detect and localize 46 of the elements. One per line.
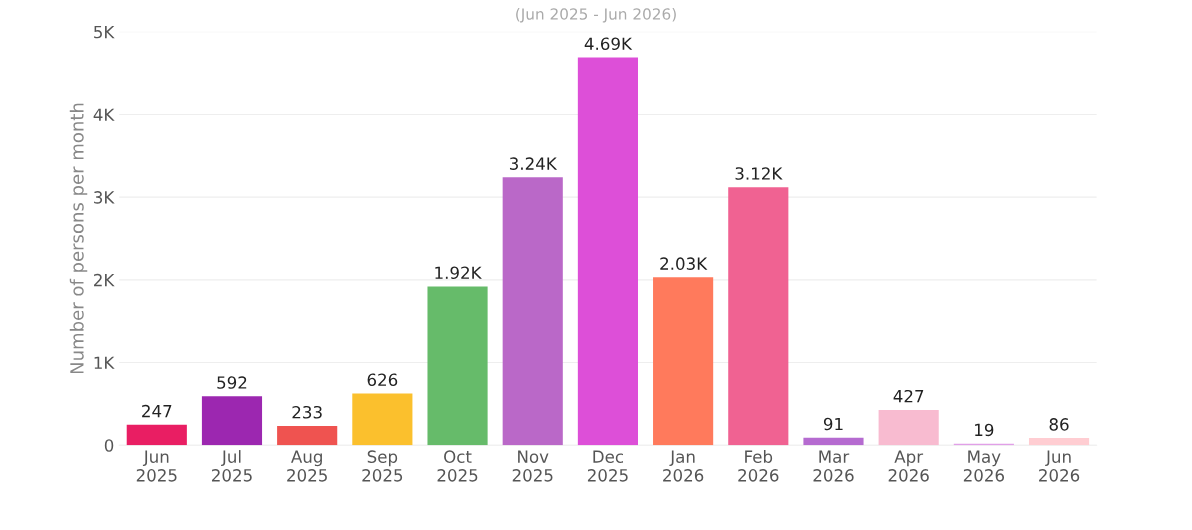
bar [653, 277, 714, 446]
x-tick-label: Jun 2025 [136, 450, 177, 482]
data-label: 427 [893, 389, 924, 403]
data-label: 247 [142, 404, 172, 418]
x-tick-label: Apr 2026 [888, 450, 929, 482]
y-tick-label: 5K [94, 25, 115, 39]
bar [502, 177, 563, 446]
x-tick-label: Jan 2026 [663, 450, 704, 482]
bar [803, 437, 864, 446]
data-label: 3.24K [509, 157, 558, 170]
x-tick-label: Jul 2025 [211, 450, 252, 482]
data-label: 2.03K [660, 257, 708, 270]
x-tick-label: Oct 2025 [437, 450, 478, 482]
y-tick-label: 0 [104, 439, 114, 452]
x-tick-label: Sep 2025 [362, 450, 403, 482]
x-tick-label: Nov 2025 [512, 450, 553, 482]
y-tick-label: 2K [94, 273, 115, 287]
y-tick-label: 1K [94, 356, 115, 369]
data-label: 592 [217, 376, 247, 389]
data-label: 1.92K [435, 266, 482, 280]
bar [201, 396, 263, 446]
y-tick-label: 3K [94, 191, 115, 204]
data-label: 626 [367, 373, 398, 387]
x-tick-label: Feb 2026 [738, 450, 779, 482]
y-tick-label: 4K [93, 108, 115, 121]
bar [427, 286, 488, 446]
bar [577, 57, 638, 446]
bar [1028, 438, 1090, 446]
y-axis-title: Number of persons per month [69, 103, 88, 374]
data-label: 19 [975, 423, 994, 437]
x-tick-label: Jun 2026 [1039, 450, 1080, 482]
bar [878, 409, 939, 446]
data-label: 4.69K [584, 37, 633, 51]
x-tick-label: Dec 2025 [587, 450, 628, 482]
x-tick-label: Aug 2025 [287, 450, 327, 482]
chart-subtitle: (Jun 2025 - Jun 2026) [516, 7, 676, 23]
bar [728, 187, 789, 446]
bar [352, 393, 413, 446]
bar [277, 425, 338, 446]
data-label: 86 [1049, 418, 1069, 431]
data-label: 233 [292, 405, 322, 419]
data-label: 3.12K [735, 167, 783, 180]
bar [126, 424, 187, 446]
x-tick-label: May 2026 [963, 450, 1005, 482]
x-tick-label: Mar 2026 [813, 450, 854, 482]
data-label: 91 [823, 417, 843, 431]
